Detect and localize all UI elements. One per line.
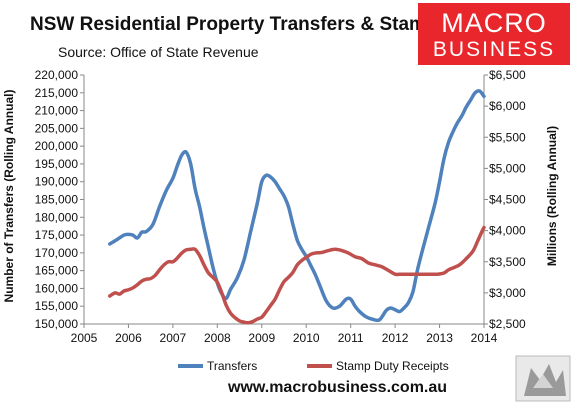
logo-text-macro: MACRO — [441, 8, 547, 38]
macrobusiness-logo: MACRO BUSINESS — [418, 3, 570, 65]
chart-series — [108, 89, 486, 325]
y-tick-left-label: 200,000 — [35, 139, 79, 153]
y-tick-left-label: 190,000 — [35, 175, 79, 189]
footer-url: www.macrobusiness.com.au — [227, 379, 447, 396]
x-tick-label: 2006 — [115, 331, 142, 345]
y-tick-right-label: $5,000 — [489, 161, 526, 175]
y-tick-left-label: 185,000 — [35, 193, 79, 207]
chart-title: NSW Residential Property Transfers & Sta… — [30, 14, 485, 35]
series-line-stamp-duty — [108, 225, 486, 325]
fox-image — [515, 355, 571, 402]
y-tick-left-label: 195,000 — [35, 157, 79, 171]
y-tick-left-label: 170,000 — [35, 246, 79, 260]
y-tick-right-label: $3,500 — [489, 255, 526, 269]
y-tick-right-label: $3,000 — [489, 286, 526, 300]
y-axis-right-label: Millions (Rolling Annual) — [545, 126, 559, 266]
y-axis-left-ticks: 150,000 155,000 160,000 165,000 170,000 175,0… — [35, 68, 84, 331]
y-tick-left-label: 180,000 — [35, 210, 79, 224]
x-tick-label: 2010 — [293, 331, 320, 345]
y-tick-right-label: $6,500 — [489, 68, 526, 82]
logo-text-business: BUSINESS — [433, 38, 555, 61]
x-tick-label: 2014 — [471, 331, 498, 345]
y-axis-left-label: Number of Transfers (Rolling Annual) — [2, 90, 16, 303]
x-tick-label: 2007 — [160, 331, 187, 345]
y-tick-right-label: $4,500 — [489, 193, 526, 207]
y-tick-left-label: 165,000 — [35, 264, 79, 278]
x-tick-label: 2005 — [71, 331, 98, 345]
x-tick-label: 2012 — [382, 331, 409, 345]
x-tick-label: 2013 — [426, 331, 453, 345]
y-tick-left-label: 205,000 — [35, 121, 79, 135]
y-tick-right-label: $2,500 — [489, 317, 526, 331]
chart-legend: Transfers Stamp Duty Receipts — [178, 359, 449, 373]
y-axis-right-ticks: $2,500 $3,000 $3,500 $4,000 $4,500 $5,000 $5,5… — [484, 68, 526, 331]
y-tick-left-label: 150,000 — [35, 317, 79, 331]
legend-label-stamp-duty: Stamp Duty Receipts — [336, 359, 449, 373]
y-tick-left-label: 210,000 — [35, 104, 79, 118]
y-tick-left-label: 220,000 — [35, 68, 79, 82]
y-tick-left-label: 175,000 — [35, 228, 79, 242]
y-tick-right-label: $4,000 — [489, 224, 526, 238]
y-tick-right-label: $5,500 — [489, 130, 526, 144]
y-tick-left-label: 155,000 — [35, 299, 79, 313]
logo-background — [418, 3, 570, 65]
chart-source: Source: Office of State Revenue — [58, 44, 259, 60]
y-tick-left-label: 215,000 — [35, 86, 79, 100]
x-tick-label: 2009 — [248, 331, 275, 345]
y-tick-right-label: $6,000 — [489, 99, 526, 113]
x-axis-ticks: 2005 2006 2007 2008 2009 2010 2011 2012 2013 2014 — [71, 324, 498, 345]
series-line-transfers — [108, 89, 486, 323]
x-tick-label: 2011 — [338, 331, 364, 345]
y-tick-left-label: 160,000 — [35, 281, 79, 295]
legend-label-transfers: Transfers — [207, 359, 257, 373]
x-tick-label: 2008 — [204, 331, 231, 345]
